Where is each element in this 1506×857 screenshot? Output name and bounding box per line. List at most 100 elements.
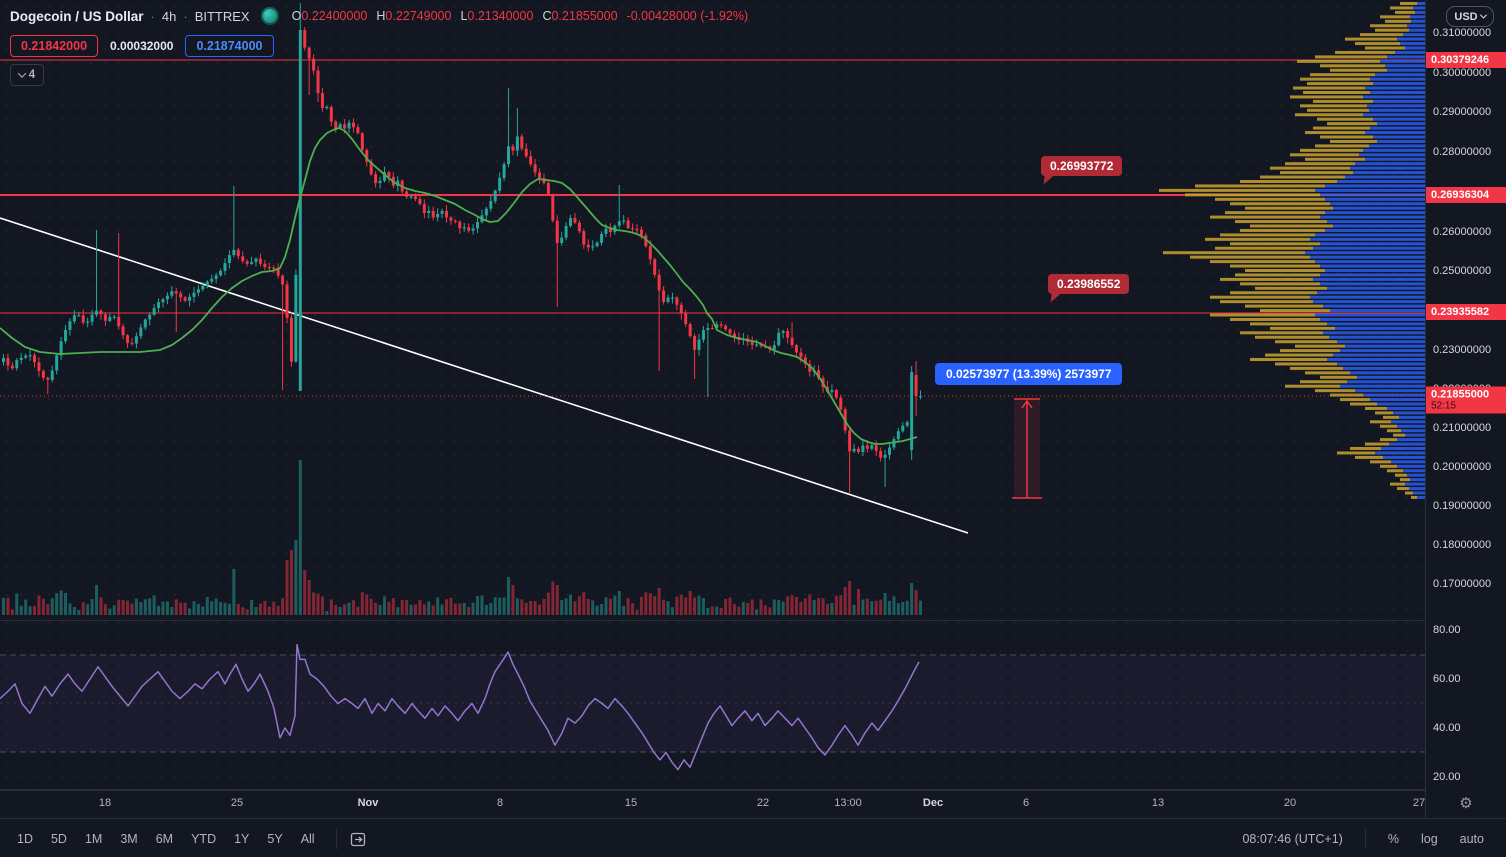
price-callout-label[interactable]: 0.23986552 (1048, 274, 1130, 294)
volume-bar (196, 603, 200, 615)
range-button-5d[interactable]: 5D (50, 831, 67, 846)
candle-body (232, 249, 236, 256)
range-button-5y[interactable]: 5Y (267, 831, 283, 846)
volume-bar (608, 598, 612, 615)
toolbar-right: 08:07:46 (UTC+1) % log auto (1234, 828, 1506, 850)
volume-profile-bar (1369, 144, 1425, 148)
percent-scale-button[interactable]: % (1387, 831, 1399, 846)
high-key: H (376, 9, 386, 23)
go-to-date-icon[interactable] (349, 830, 367, 848)
price-level-label: 0.30379246 (1426, 52, 1506, 68)
clock-readout[interactable]: 08:07:46 (UTC+1) (1242, 831, 1343, 846)
range-button-1d[interactable]: 1D (17, 831, 33, 846)
volume-profile-bar (1340, 384, 1425, 388)
volume-bar (586, 598, 590, 615)
ohlc-readout: O0.22400000 H0.22749000 L0.21340000 C0.2… (292, 9, 749, 23)
currency-selector[interactable]: USD (1446, 6, 1494, 27)
candle-body (600, 233, 604, 243)
moving-average-line[interactable] (0, 127, 918, 445)
candle-body (90, 314, 94, 322)
candle-body (919, 396, 923, 398)
candle-body (511, 146, 515, 151)
volume-bar (19, 605, 23, 615)
range-button-all[interactable]: All (300, 831, 315, 846)
volume-bar (329, 599, 333, 615)
buy-button[interactable]: 0.21874000 (185, 35, 274, 57)
time-tick-label: 18 (98, 797, 112, 809)
volume-bar (803, 598, 807, 615)
candle-body (95, 310, 99, 315)
volume-bar (152, 595, 156, 615)
indicators-collapse-button[interactable]: 4 (10, 64, 44, 86)
volume-bar (613, 595, 617, 615)
chart-canvas[interactable] (0, 0, 1425, 790)
volume-bar (471, 602, 475, 615)
candle-body (64, 329, 68, 342)
volume-bar (409, 604, 413, 615)
volume-profile-bar (1320, 215, 1425, 219)
volume-bar (626, 598, 630, 615)
range-button-1y[interactable]: 1Y (234, 831, 250, 846)
price-chart[interactable] (0, 0, 1425, 790)
candle-body (294, 274, 298, 362)
candle-body (2, 358, 5, 362)
price-callout-label[interactable]: 0.26993772 (1041, 156, 1123, 176)
volume-profile-bar (1305, 131, 1365, 135)
candle-body (245, 261, 249, 264)
volume-bar (183, 602, 187, 615)
candle-body (484, 208, 488, 216)
volume-bar (112, 605, 116, 615)
price-tick-label: 0.29000000 (1433, 106, 1492, 118)
volume-profile-bar (1250, 358, 1327, 361)
symbol-name[interactable]: Dogecoin / US Dollar (10, 8, 144, 24)
volume-profile-bar (1325, 184, 1425, 188)
volume-bar (591, 600, 595, 615)
volume-bar (870, 601, 874, 615)
volume-profile-bar (1315, 55, 1387, 59)
volume-profile-bar (1397, 424, 1425, 428)
range-button-1m[interactable]: 1M (84, 831, 103, 846)
volume-profile-bar (1315, 260, 1425, 264)
rsi-line[interactable] (0, 643, 920, 771)
auto-scale-button[interactable]: auto (1459, 831, 1484, 846)
volume-profile-bar (1365, 442, 1389, 446)
volume-bar (338, 606, 342, 615)
volume-profile-bar (1369, 108, 1425, 112)
candle-body (905, 422, 909, 426)
volume-profile-bar (1383, 415, 1399, 419)
high-value: 0.22749000 (385, 9, 452, 23)
candle-body (790, 337, 794, 346)
indicator-count: 4 (28, 69, 36, 81)
candle-body (834, 390, 838, 398)
sell-button[interactable]: 0.21842000 (10, 35, 99, 57)
volume-bar (896, 603, 900, 615)
volume-profile-bar (1373, 82, 1425, 86)
trendline[interactable] (0, 217, 969, 534)
range-button-ytd[interactable]: YTD (191, 831, 217, 846)
volume-profile-bar (1387, 429, 1401, 433)
candle-body (227, 255, 231, 263)
volume-bar (267, 606, 271, 615)
gear-icon[interactable]: ⚙ (1459, 795, 1473, 812)
volume-profile-bar (1403, 469, 1425, 473)
time-axis[interactable]: 18 25 Nov 8 15 22 13:00 Dec 6 13 20 27 (0, 790, 1425, 819)
measure-label[interactable]: 0.02573977 (13.39%) 2573977 (935, 363, 1123, 385)
volume-bar (320, 596, 324, 615)
volume-profile-bar (1317, 117, 1373, 121)
log-scale-button[interactable]: log (1420, 831, 1438, 846)
volume-bar (604, 597, 608, 615)
volume-profile-bar (1413, 6, 1425, 10)
candle-body (41, 370, 45, 378)
volume-profile-bar (1280, 349, 1340, 353)
volume-bar (653, 595, 657, 615)
volume-bar (445, 599, 448, 615)
range-button-3m[interactable]: 3M (120, 831, 138, 846)
currency-label: USD (1454, 10, 1478, 23)
volume-profile-bar (1220, 233, 1315, 237)
candle-body (356, 127, 360, 134)
volume-profile-bar (1275, 362, 1337, 366)
volume-bar (289, 550, 293, 615)
range-button-6m[interactable]: 6M (155, 831, 174, 846)
price-axis[interactable]: USD 0.31000000 0.30000000 0.29000000 0.2800… (1425, 0, 1506, 818)
interval-label[interactable]: 4h (161, 8, 177, 24)
